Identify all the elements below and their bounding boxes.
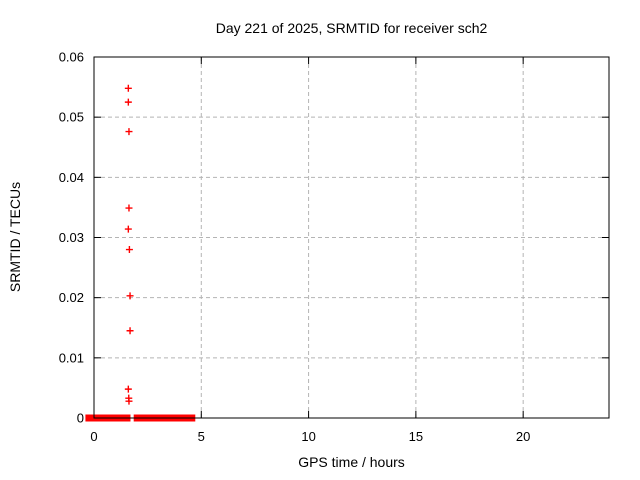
x-tick-label: 0 — [90, 429, 97, 444]
y-tick-label: 0.05 — [59, 110, 84, 125]
data-point-marker — [124, 84, 132, 92]
data-point-marker — [124, 385, 132, 393]
x-tick-label: 5 — [198, 429, 205, 444]
data-point-marker — [124, 225, 132, 233]
x-tick-label: 20 — [516, 429, 530, 444]
x-tick-label: 10 — [301, 429, 315, 444]
y-tick-label: 0.03 — [59, 230, 84, 245]
data-point-marker — [125, 204, 133, 212]
y-tick-label: 0.02 — [59, 290, 84, 305]
y-tick-label: 0.01 — [59, 350, 84, 365]
data-point-marker — [126, 327, 134, 335]
data-point-marker — [125, 246, 133, 254]
x-tick-label: 15 — [409, 429, 423, 444]
y-tick-label: 0.06 — [59, 50, 84, 65]
data-point-marker — [124, 98, 132, 106]
chart-title: Day 221 of 2025, SRMTID for receiver sch… — [215, 20, 488, 36]
x-axis-label: GPS time / hours — [298, 454, 405, 470]
data-point-marker — [125, 128, 133, 136]
data-point-marker — [125, 397, 133, 405]
y-tick-label: 0 — [77, 411, 84, 426]
data-point-marker — [126, 292, 134, 300]
y-tick-label: 0.04 — [59, 170, 84, 185]
